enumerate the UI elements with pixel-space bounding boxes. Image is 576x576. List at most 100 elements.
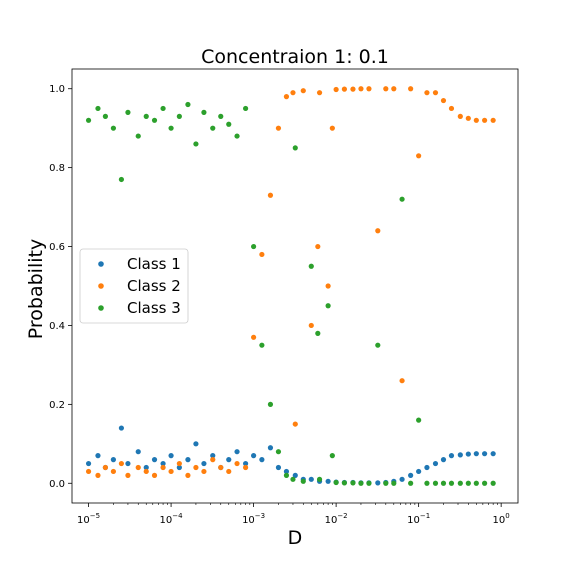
data-point (440, 457, 447, 463)
x-tick-label: 10−2 (325, 512, 348, 526)
data-point (85, 468, 92, 475)
data-point (416, 153, 422, 159)
x-tick-label: 10−5 (77, 512, 100, 526)
data-point (333, 86, 339, 93)
data-point (125, 460, 131, 467)
y-axis: 0.0 0.2 0.4 0.6 0.8 1.0 (49, 84, 72, 490)
data-point (210, 457, 216, 463)
data-point (308, 476, 314, 482)
series-2 (85, 86, 496, 478)
data-point (185, 457, 191, 463)
data-point (358, 86, 364, 92)
data-point (234, 449, 240, 455)
data-point (135, 449, 141, 455)
data-point (243, 460, 249, 467)
data-point (259, 342, 265, 348)
data-point (432, 460, 439, 467)
data-point (193, 441, 199, 447)
data-point (95, 453, 101, 459)
data-point (408, 86, 414, 92)
data-point (226, 468, 232, 475)
data-point (259, 251, 265, 258)
data-point (267, 192, 274, 198)
data-point (424, 90, 430, 96)
data-point (290, 90, 296, 96)
data-point (226, 121, 232, 127)
data-point (267, 445, 274, 451)
data-point (218, 464, 224, 471)
data-point (399, 378, 405, 384)
data-point (267, 401, 274, 407)
data-point (424, 464, 430, 471)
data-point (168, 453, 174, 459)
data-point (201, 109, 207, 115)
x-tick-label: 10−1 (407, 512, 430, 526)
legend: Class 1 Class 2 Class 3 (79, 248, 189, 324)
data-point (432, 90, 439, 96)
legend-box (79, 248, 189, 324)
data-point (193, 464, 199, 471)
data-point (125, 472, 131, 478)
data-point (210, 125, 216, 131)
data-point (234, 133, 240, 139)
data-point (424, 480, 430, 486)
data-point (350, 480, 356, 486)
data-point (176, 460, 182, 467)
data-point (408, 472, 414, 478)
data-point (350, 86, 356, 92)
data-point (201, 460, 207, 467)
x-axis-label: D (288, 527, 303, 549)
data-point (383, 86, 389, 92)
x-axis: 10−5 10−4 10−3 10−2 10−1 100 (77, 503, 510, 526)
data-point (465, 115, 471, 121)
data-point (308, 263, 314, 269)
y-tick-label: 1.0 (49, 84, 65, 95)
data-point (432, 480, 439, 486)
data-point (448, 453, 455, 459)
data-point (151, 472, 158, 478)
data-point (490, 117, 496, 123)
data-point (482, 451, 488, 457)
data-point (325, 283, 331, 289)
legend-label: Class 2 (127, 277, 181, 295)
data-point (457, 113, 463, 119)
legend-label: Class 1 (127, 255, 181, 273)
data-point (95, 105, 101, 112)
data-point (210, 453, 216, 459)
data-point (275, 449, 282, 455)
y-tick-label: 0.8 (49, 163, 65, 174)
data-point (473, 480, 479, 486)
data-point (358, 480, 364, 486)
legend-marker (98, 305, 104, 311)
data-point (118, 176, 124, 183)
data-point (176, 464, 182, 471)
data-point (85, 117, 92, 123)
data-point (160, 460, 166, 467)
data-point (329, 125, 335, 131)
data-point (251, 334, 257, 340)
data-point (102, 464, 108, 471)
y-tick-label: 0.6 (49, 242, 65, 253)
data-point (110, 457, 116, 463)
data-point (251, 243, 257, 250)
data-point (283, 94, 290, 100)
data-point (168, 125, 174, 131)
y-axis-label: Probability (25, 239, 47, 339)
data-point (315, 243, 321, 250)
data-point (375, 480, 381, 486)
data-point (160, 105, 166, 112)
legend-marker (98, 283, 104, 289)
data-point (151, 117, 158, 123)
data-point (316, 476, 323, 482)
data-point (160, 464, 166, 471)
legend-marker (98, 261, 104, 267)
x-tick-label: 10−4 (160, 512, 184, 526)
data-point (135, 133, 141, 139)
chart-title: Concentraion 1: 0.1 (201, 46, 389, 68)
data-point (283, 472, 290, 478)
data-point (226, 457, 232, 463)
data-point (341, 86, 347, 92)
plot-frame (71, 68, 519, 504)
data-point (465, 480, 471, 486)
